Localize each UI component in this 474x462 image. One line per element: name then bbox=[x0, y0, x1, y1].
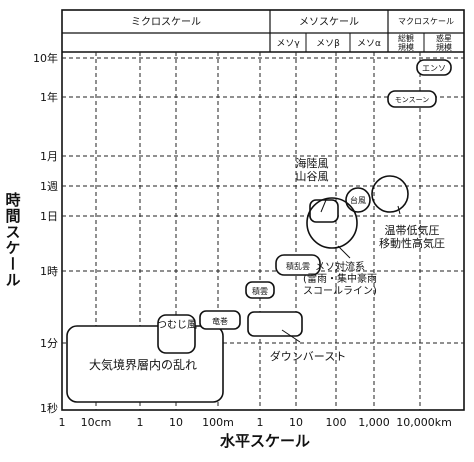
enso-label: エンソ bbox=[422, 64, 446, 73]
header-micro: ミクロスケール bbox=[131, 16, 201, 28]
x-tick-label: 100 bbox=[326, 416, 347, 429]
cumulonimbus-shape bbox=[275, 254, 321, 276]
y-tick-label: 1月 bbox=[40, 150, 58, 163]
enso-shape bbox=[416, 59, 452, 76]
sea-land-breeze-label: 海陸風山谷風 bbox=[296, 156, 329, 183]
scale-header: ミクロスケール メソスケール マクロスケール メソγ メソβ メソα 総観規模 … bbox=[62, 10, 464, 53]
sea-land-breeze-shape bbox=[309, 199, 339, 223]
x-axis-title: 水平スケール bbox=[219, 432, 310, 450]
header-macro: マクロスケール bbox=[398, 17, 454, 26]
dust-devil-shape bbox=[157, 314, 196, 354]
cumulus-label: 積雲 bbox=[252, 286, 268, 296]
typhoon-shape bbox=[345, 187, 371, 213]
leader-line bbox=[281, 329, 301, 343]
x-tick-label: 100m bbox=[202, 416, 234, 429]
x-tick-label: 1 bbox=[257, 416, 264, 429]
cumulus-shape bbox=[245, 281, 275, 299]
x-tick-label: 10cm bbox=[81, 416, 112, 429]
meso-convective-shape bbox=[306, 197, 358, 249]
header-meso-beta: メソβ bbox=[316, 39, 340, 49]
y-tick-label: 1分 bbox=[40, 337, 58, 350]
typhoon-label: 台風 bbox=[350, 195, 366, 205]
header-meso: メソスケール bbox=[299, 16, 359, 28]
header-planetary: 惑星規模 bbox=[436, 33, 452, 52]
plot-frame bbox=[61, 9, 465, 411]
header-meso-alpha: メソα bbox=[357, 39, 381, 49]
header-meso-gamma: メソγ bbox=[276, 39, 300, 49]
x-tick-labels: 1 10cm 1 10 100m 1 10 100 1,000 10,000km bbox=[59, 416, 452, 429]
monsoon-shape bbox=[387, 90, 437, 108]
leader-line bbox=[397, 205, 401, 215]
y-tick-label: 1年 bbox=[40, 90, 58, 104]
leader-line bbox=[320, 199, 327, 213]
y-tick-label: 10年 bbox=[33, 51, 58, 65]
monsoon-label: モンスーン bbox=[395, 96, 430, 104]
y-axis-title: 時間スケール bbox=[3, 192, 22, 288]
cumulonimbus-label: 積乱雲 bbox=[286, 261, 310, 271]
boundary-layer-label: 大気境界層内の乱れ bbox=[89, 357, 197, 372]
extratropical-cyclone-label: 温帯低気圧移動性高気圧 bbox=[379, 223, 445, 250]
x-tick-label: 1 bbox=[59, 416, 66, 429]
downburst-shape bbox=[247, 311, 303, 337]
leader-line bbox=[337, 245, 351, 259]
y-tick-label: 1時 bbox=[40, 265, 58, 278]
downburst-label: ダウンバースト bbox=[270, 349, 346, 363]
x-tick-label: 10 bbox=[289, 416, 303, 429]
dust-devil-label: つむじ風 bbox=[157, 319, 197, 331]
y-tick-label: 1週 bbox=[40, 180, 58, 193]
meso-convective-label: メソ対流系(雷雨・集中豪雨スコールライン) bbox=[303, 260, 377, 297]
x-tick-label: 10 bbox=[169, 416, 183, 429]
x-tick-label: 1,000 bbox=[358, 416, 390, 429]
tornado-label: 竜巻 bbox=[212, 316, 228, 326]
x-tick-label: 1 bbox=[137, 416, 144, 429]
y-tick-label: 1日 bbox=[40, 210, 58, 223]
y-tick-labels: 10年 1年 1月 1週 1日 1時 1分 1秒 bbox=[33, 51, 58, 415]
x-tick-label: 10,000km bbox=[396, 416, 452, 429]
extratropical-cyclone-shape bbox=[371, 175, 409, 213]
header-synoptic: 総観規模 bbox=[398, 33, 414, 52]
y-tick-label: 1秒 bbox=[40, 401, 58, 415]
tornado-shape bbox=[199, 310, 241, 330]
